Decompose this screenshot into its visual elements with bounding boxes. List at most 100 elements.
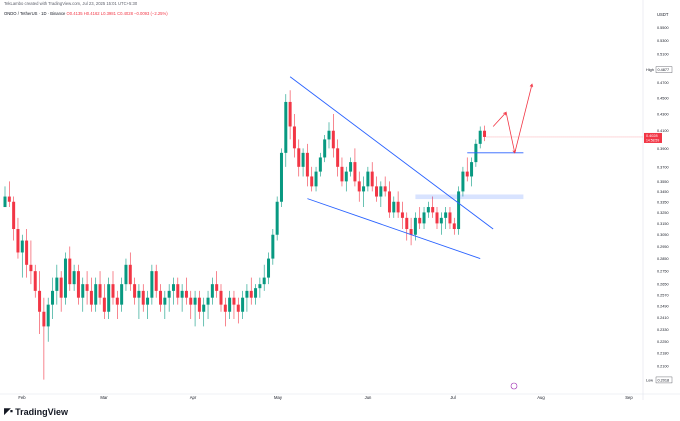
candle-body	[275, 201, 279, 235]
candle-body	[314, 171, 318, 187]
candle-body	[29, 264, 33, 272]
candle-body	[25, 240, 29, 265]
y-tick-label: 0.4700	[657, 81, 669, 85]
candle-body	[197, 297, 201, 312]
candle-body	[305, 152, 309, 177]
candle-body	[141, 290, 145, 305]
y-tick-label: 0.3150	[657, 222, 669, 226]
candle-body	[318, 157, 322, 172]
low-value: 0.2018	[658, 378, 670, 382]
candle-body	[12, 201, 16, 230]
candle-body	[133, 284, 137, 298]
y-tick-label: 0.3450	[657, 190, 669, 194]
candle-body	[444, 212, 448, 218]
candle-body	[76, 271, 80, 298]
symbol-info: ONDO / TetherUS · 1D · Binance O0.4135 H…	[4, 11, 168, 16]
trendline	[289, 76, 494, 230]
y-tick-label: 0.4100	[657, 129, 669, 133]
candle-body	[426, 207, 430, 213]
candle-body	[219, 290, 223, 305]
candle-body	[362, 186, 366, 192]
candle-body	[383, 186, 387, 192]
candle-body	[344, 171, 348, 182]
y-tick-label: 0.3250	[657, 211, 669, 215]
candle-body	[470, 162, 474, 177]
candle-body	[349, 162, 353, 172]
tradingview-logo[interactable]: ◤▪ TradingView	[4, 406, 68, 417]
x-tick-label: Sep	[625, 395, 633, 400]
candle-body	[379, 186, 383, 197]
currency-label: USDT	[657, 12, 669, 17]
x-tick-label: Jul	[450, 395, 455, 400]
x-tick-label: Apr	[190, 395, 197, 400]
x-tick-label: Feb	[18, 395, 26, 400]
candle-body	[375, 186, 379, 197]
y-tick-label: 0.5100	[657, 53, 669, 57]
high-value-box	[655, 66, 673, 73]
candle-body	[7, 196, 11, 202]
candle-body	[439, 217, 443, 224]
candle-body	[284, 101, 288, 153]
tradingview-mark-icon: ◤▪	[4, 406, 13, 416]
candle-body	[20, 240, 24, 253]
candle-body	[72, 271, 76, 285]
event-marker-icon[interactable]	[510, 382, 518, 390]
candle-body	[3, 196, 7, 208]
y-tick-label: 0.2490	[657, 305, 669, 309]
x-tick-label: May	[274, 395, 283, 400]
candle-body	[409, 229, 413, 235]
candle-body	[167, 290, 171, 298]
candle-body	[63, 258, 67, 298]
y-tick-label: 0.3050	[657, 233, 669, 237]
candle-body	[159, 290, 163, 305]
candle-body	[232, 297, 236, 305]
x-tick-label: Mar	[100, 395, 108, 400]
high-value: 0.4877	[658, 68, 670, 72]
candle-body	[206, 297, 210, 305]
candle-body	[461, 171, 465, 192]
candle-body	[210, 284, 214, 298]
candle-body	[98, 284, 102, 298]
candle-body	[124, 264, 128, 285]
candle-body	[271, 234, 275, 259]
y-tick-label: 0.2850	[657, 257, 669, 261]
candle-body	[202, 304, 206, 312]
candle-body	[448, 212, 452, 224]
candle-body	[146, 297, 150, 305]
candle-body	[249, 290, 253, 298]
candle-body	[396, 201, 400, 213]
candle-body	[262, 277, 266, 285]
projection-arrowhead	[529, 83, 534, 88]
candle-body	[392, 201, 396, 213]
candle-body	[258, 284, 262, 289]
symbol-name: ONDO / TetherUS · 1D · Binance	[4, 11, 66, 16]
candle-body	[59, 277, 63, 298]
candle-body	[55, 277, 59, 291]
candle-body	[163, 297, 167, 305]
candle-body	[236, 304, 240, 312]
y-tick-label: 0.3900	[657, 147, 669, 151]
candle-body	[418, 217, 422, 224]
candle-body	[413, 217, 417, 235]
candle-body	[400, 212, 404, 218]
candle-body	[405, 217, 409, 230]
candle-body	[254, 288, 258, 298]
projection-path	[492, 84, 533, 153]
last-price-value: 0.4028	[646, 134, 658, 138]
last-price-tag	[644, 132, 662, 143]
support-zone	[415, 194, 524, 200]
high-label: High	[646, 68, 654, 72]
candle-body	[435, 212, 439, 224]
candle-body	[223, 304, 227, 312]
y-tick-label: 0.2410	[657, 316, 669, 320]
candle-body	[370, 171, 374, 187]
candle-body	[422, 212, 426, 224]
y-tick-label: 0.4300	[657, 112, 669, 116]
chart-credit: TekLambo created with TradingView.com, J…	[4, 1, 138, 6]
x-tick-label: Jun	[365, 395, 372, 400]
y-tick-label: 0.2180	[657, 351, 669, 355]
candle-body	[366, 171, 370, 187]
candle-body	[81, 284, 85, 298]
